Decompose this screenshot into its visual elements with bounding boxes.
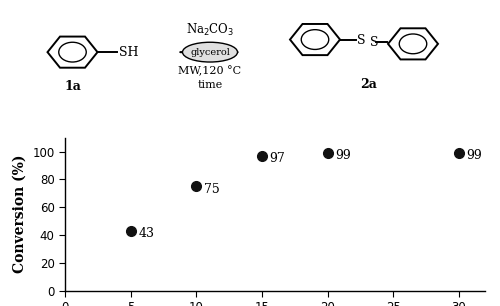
Text: S: S bbox=[357, 34, 366, 47]
Text: S: S bbox=[370, 36, 378, 49]
Text: 97: 97 bbox=[270, 152, 285, 165]
Text: 1a: 1a bbox=[64, 80, 81, 93]
Text: MW,120 °C: MW,120 °C bbox=[178, 65, 242, 76]
Text: 43: 43 bbox=[138, 227, 154, 240]
Text: Na$_2$CO$_3$: Na$_2$CO$_3$ bbox=[186, 21, 234, 38]
Y-axis label: Conversion (%): Conversion (%) bbox=[13, 155, 27, 274]
Point bbox=[126, 229, 134, 233]
Point bbox=[258, 153, 266, 158]
Text: time: time bbox=[198, 80, 222, 90]
Text: 75: 75 bbox=[204, 183, 220, 196]
Ellipse shape bbox=[182, 42, 238, 62]
Text: glycerol: glycerol bbox=[190, 48, 230, 57]
Text: 2a: 2a bbox=[360, 78, 378, 91]
Point bbox=[324, 151, 332, 155]
Text: SH: SH bbox=[118, 46, 138, 59]
Text: 99: 99 bbox=[466, 149, 482, 162]
Text: 99: 99 bbox=[336, 149, 351, 162]
Point bbox=[192, 184, 200, 189]
Point bbox=[455, 151, 463, 155]
